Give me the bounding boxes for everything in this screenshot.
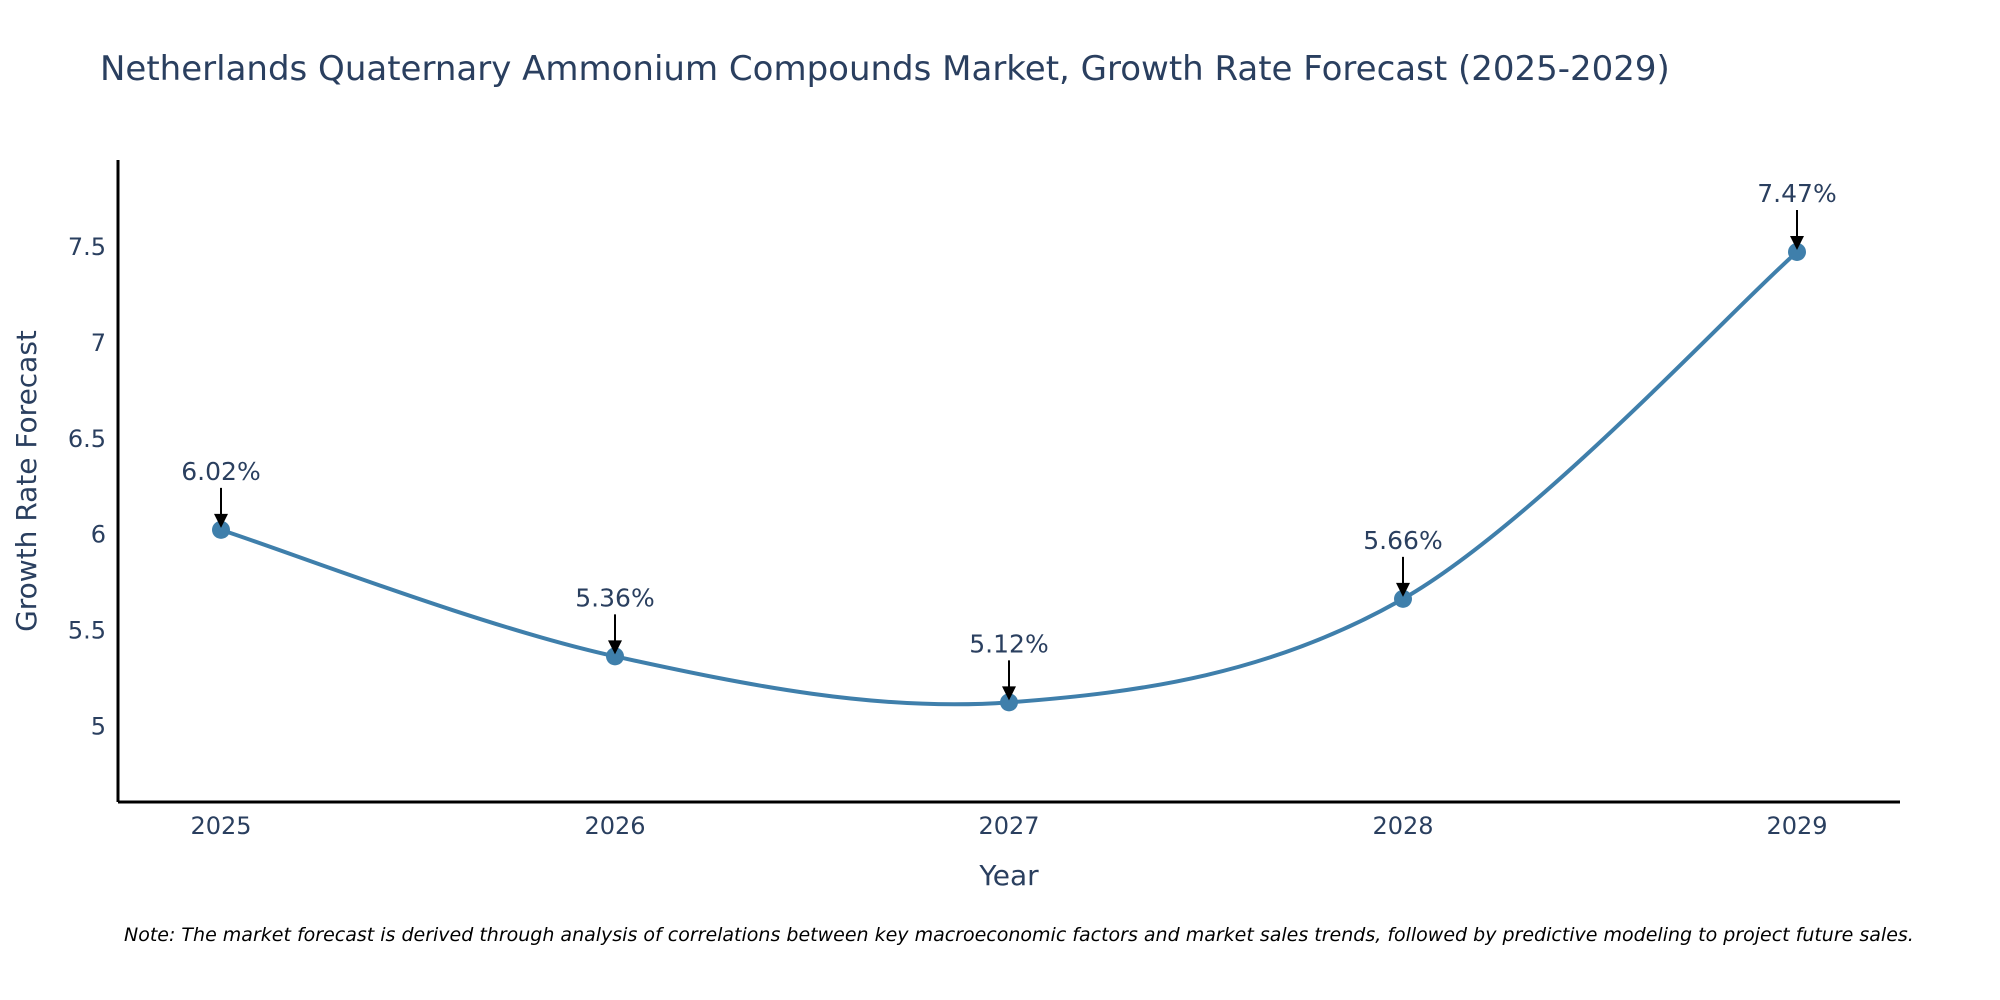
annotation-arrow-head: [214, 513, 228, 528]
y-tick-label: 7: [91, 329, 106, 357]
x-tick-labels: 2025 2026 2027 2028 2029: [190, 812, 1827, 840]
y-tick-label: 7.5: [68, 233, 106, 261]
x-tick-label: 2025: [190, 812, 251, 840]
data-point-marker: [1000, 693, 1018, 712]
annotation-arrow-head: [1790, 235, 1804, 250]
footnote: Note: The market forecast is derived thr…: [124, 924, 1914, 946]
x-tick-label: 2029: [1766, 812, 1827, 840]
data-label-annotations: 6.02% 5.36% 5.12% 5.66% 7.47%: [181, 179, 1837, 701]
data-label: 7.47%: [1757, 179, 1836, 208]
annotation-arrow-head: [1002, 686, 1016, 701]
data-label: 6.02%: [181, 457, 260, 486]
y-tick-label: 5.5: [68, 617, 106, 645]
data-point-marker: [1788, 242, 1806, 261]
x-tick-label: 2028: [1372, 812, 1433, 840]
y-tick-label: 5: [91, 712, 106, 740]
x-tick-label: 2026: [584, 812, 645, 840]
plot-area: 5 5.5 6 6.5 7 7.5 2025 2026 2027 2028 2029 6.02% 5…: [68, 160, 1900, 840]
data-points: [212, 242, 1806, 712]
y-tick-label: 6: [91, 521, 106, 549]
data-point-marker: [1394, 589, 1412, 608]
data-label: 5.66%: [1363, 526, 1442, 555]
series-line-growth-rate: [220, 250, 1799, 707]
data-label: 5.12%: [969, 629, 1048, 658]
x-tick-label: 2027: [978, 812, 1039, 840]
data-point-marker: [606, 647, 624, 666]
chart-title: Netherlands Quaternary Ammonium Compound…: [100, 49, 1670, 89]
x-axis-title: Year: [978, 859, 1039, 892]
data-label: 5.36%: [575, 583, 654, 612]
annotation-arrow-head: [608, 640, 622, 655]
y-tick-label: 6.5: [68, 425, 106, 453]
y-axis-title: Growth Rate Forecast: [10, 330, 43, 632]
annotation-arrow-head: [1396, 582, 1410, 597]
data-point-marker: [212, 520, 230, 539]
y-tick-labels: 5 5.5 6 6.5 7 7.5: [68, 233, 106, 740]
